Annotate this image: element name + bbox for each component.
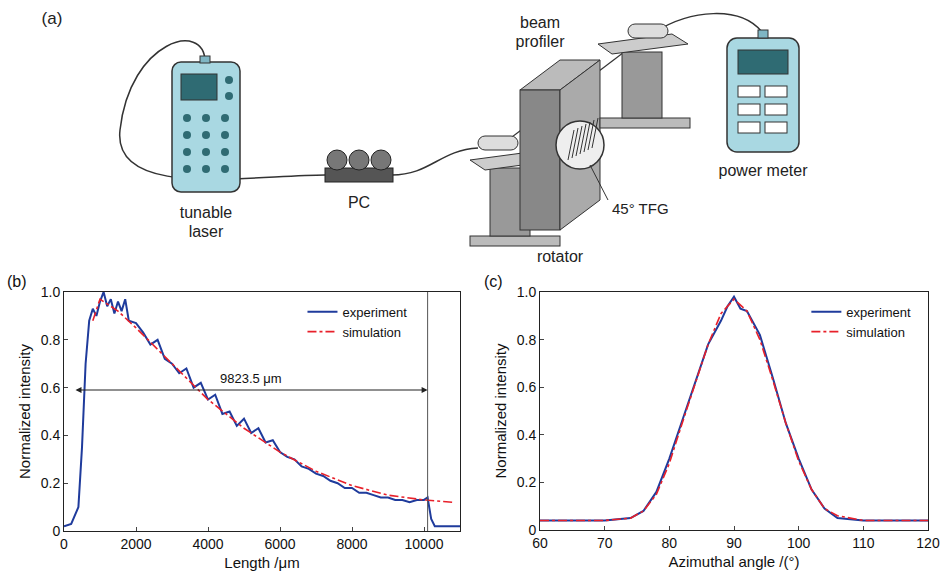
svg-text:(c): (c) bbox=[484, 273, 503, 290]
svg-text:experiment: experiment bbox=[846, 305, 911, 320]
svg-text:rotator: rotator bbox=[537, 248, 584, 265]
svg-text:45° TFG: 45° TFG bbox=[612, 200, 669, 217]
svg-text:0.8: 0.8 bbox=[517, 332, 537, 348]
svg-text:Length /μm: Length /μm bbox=[224, 554, 299, 571]
svg-text:PC: PC bbox=[348, 194, 370, 211]
svg-text:(b): (b) bbox=[7, 273, 27, 290]
svg-text:0.4: 0.4 bbox=[517, 427, 537, 443]
svg-text:Normalized intensity: Normalized intensity bbox=[16, 343, 33, 479]
svg-text:0.6: 0.6 bbox=[517, 379, 537, 395]
svg-text:experiment: experiment bbox=[342, 305, 407, 320]
svg-text:4000: 4000 bbox=[192, 536, 223, 552]
svg-text:100: 100 bbox=[787, 535, 811, 551]
svg-text:0.8: 0.8 bbox=[41, 332, 61, 348]
svg-text:1.0: 1.0 bbox=[41, 284, 61, 300]
svg-text:0.2: 0.2 bbox=[517, 474, 537, 490]
svg-text:0: 0 bbox=[60, 536, 68, 552]
svg-text:90: 90 bbox=[726, 535, 742, 551]
svg-text:0.6: 0.6 bbox=[41, 380, 61, 396]
svg-text:8000: 8000 bbox=[336, 536, 367, 552]
svg-text:0: 0 bbox=[528, 522, 536, 538]
svg-text:tunablelaser: tunablelaser bbox=[180, 204, 233, 240]
svg-text:60: 60 bbox=[532, 535, 548, 551]
svg-text:110: 110 bbox=[852, 535, 875, 551]
svg-text:2000: 2000 bbox=[120, 536, 151, 552]
svg-text:1.0: 1.0 bbox=[517, 284, 537, 300]
svg-text:6000: 6000 bbox=[264, 536, 295, 552]
svg-text:80: 80 bbox=[662, 535, 678, 551]
svg-text:Azimuthal angle /(°): Azimuthal angle /(°) bbox=[668, 553, 799, 570]
svg-text:10000: 10000 bbox=[405, 536, 444, 552]
svg-text:beamprofiler: beamprofiler bbox=[516, 14, 566, 50]
svg-text:power meter: power meter bbox=[719, 162, 809, 179]
svg-text:simulation: simulation bbox=[342, 325, 401, 340]
svg-text:simulation: simulation bbox=[846, 325, 905, 340]
svg-text:Normalized intensity: Normalized intensity bbox=[492, 343, 509, 479]
svg-text:0: 0 bbox=[52, 523, 60, 539]
svg-text:(a): (a) bbox=[42, 9, 63, 28]
svg-text:70: 70 bbox=[597, 535, 613, 551]
svg-text:9823.5 μm: 9823.5 μm bbox=[220, 371, 282, 386]
svg-text:120: 120 bbox=[916, 535, 940, 551]
svg-text:0.2: 0.2 bbox=[41, 475, 61, 491]
svg-text:0.4: 0.4 bbox=[41, 427, 61, 443]
